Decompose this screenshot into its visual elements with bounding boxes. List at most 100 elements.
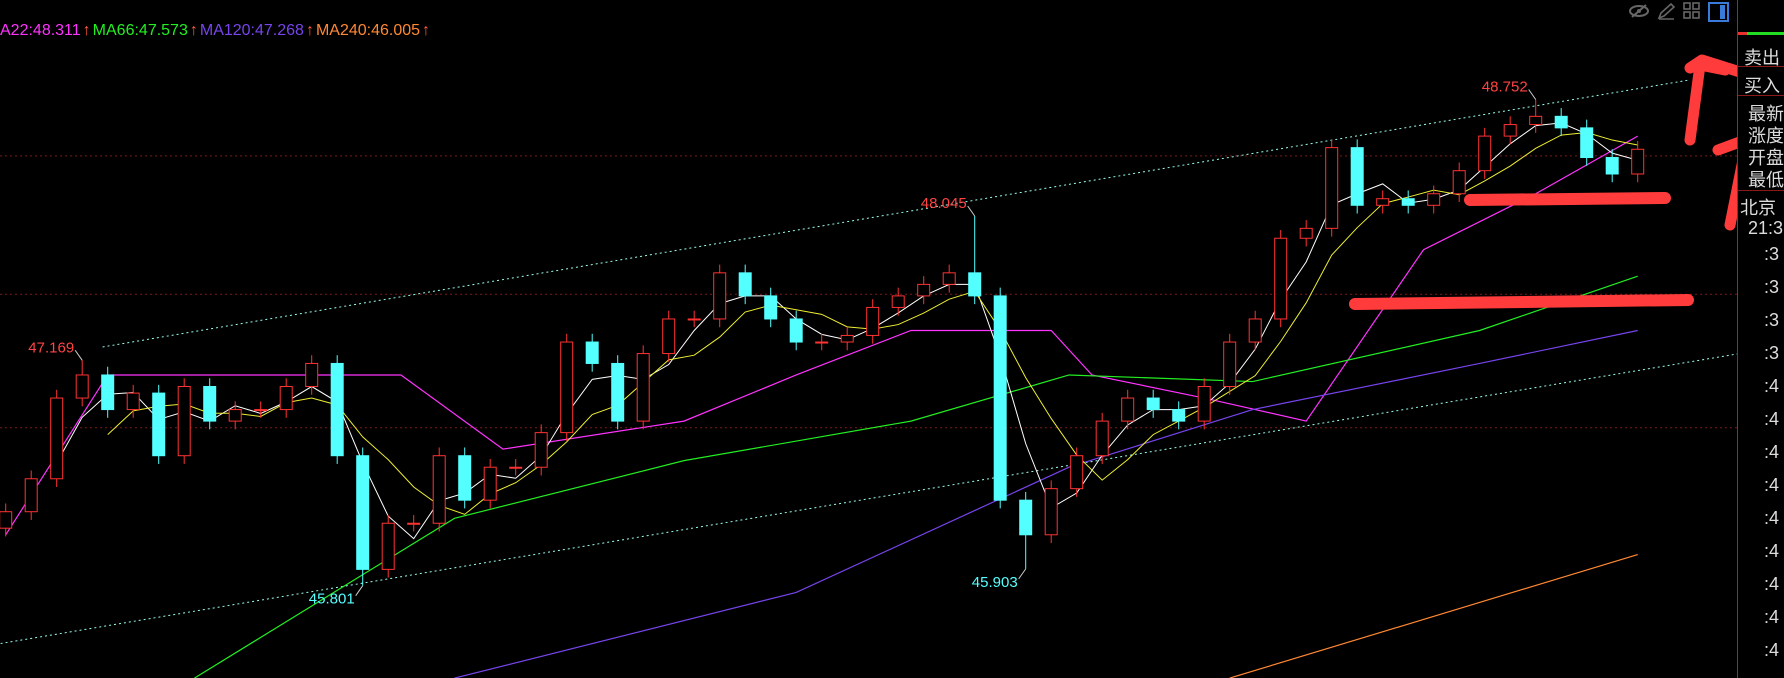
- candle-up: [917, 283, 931, 297]
- ma-line-ma120: [454, 329, 1638, 678]
- quote-row: 最低: [1748, 170, 1784, 190]
- candle-up: [560, 341, 574, 434]
- candle-down: [585, 341, 599, 364]
- tick-row: :4: [1764, 574, 1780, 594]
- tick-row: :4: [1764, 640, 1780, 660]
- tick-row: :3: [1764, 244, 1780, 264]
- candle-up: [534, 432, 548, 468]
- tick-row: :4: [1764, 541, 1780, 561]
- candle-up: [1478, 135, 1492, 172]
- channel-line: [102, 79, 1689, 348]
- candle-up: [75, 374, 89, 399]
- tick-row: :3: [1764, 277, 1780, 297]
- hand-drawn-arrow: [1684, 54, 1737, 146]
- pointer-arrow: [355, 585, 364, 596]
- pointer-arrow: [74, 350, 83, 361]
- candle-up: [840, 334, 854, 343]
- candle-up: [305, 362, 319, 388]
- candle-down: [1554, 115, 1568, 129]
- channel-line: [0, 353, 1737, 645]
- candle-down: [1401, 198, 1415, 206]
- candle-up: [1095, 420, 1109, 457]
- candle-up: [1503, 124, 1517, 137]
- candle-down: [101, 374, 115, 411]
- candle-up: [483, 466, 497, 501]
- tick-row: :4: [1764, 607, 1780, 627]
- hand-drawn-line: [1349, 294, 1694, 310]
- candle-up: [815, 341, 829, 344]
- candle-down: [738, 272, 752, 297]
- tick-row: :4: [1764, 376, 1780, 396]
- candle-down: [1580, 127, 1594, 159]
- tick-row: :4: [1764, 442, 1780, 462]
- quote-row: 开盘: [1748, 148, 1784, 168]
- candle-up: [866, 306, 880, 336]
- candle-up: [177, 386, 191, 457]
- candle-up: [891, 295, 905, 308]
- hand-drawn-line: [1464, 192, 1671, 206]
- candle-up: [50, 397, 64, 480]
- candle-up: [381, 522, 395, 570]
- legend-3: MA240:46.005: [315, 22, 421, 39]
- candle-down: [968, 272, 982, 297]
- candle-up: [1376, 198, 1390, 206]
- tick-row: :4: [1764, 409, 1780, 429]
- legend-1: MA66:47.573: [92, 22, 188, 39]
- hand-drawn-arrow: [1712, 137, 1737, 231]
- candlestick-chart[interactable]: 47.169 45.801 48.045 45.903 48.752: [0, 0, 1737, 678]
- ma-line-ma240: [1229, 553, 1638, 678]
- candle-down: [1605, 157, 1619, 175]
- ma-line-ma66: [194, 275, 1638, 678]
- candle-up: [1529, 115, 1543, 126]
- trend-arrow: ↑: [305, 22, 314, 39]
- candle-up: [1427, 193, 1441, 206]
- pointer-arrow: [1018, 568, 1027, 580]
- candle-up: [1452, 170, 1466, 195]
- candle-down: [611, 362, 625, 422]
- candle-up: [24, 478, 38, 513]
- panel-toggle-icon[interactable]: [1708, 2, 1730, 22]
- eye-slash-icon[interactable]: [1628, 2, 1650, 20]
- extreme-price-label: 48.752: [1482, 79, 1528, 96]
- ma-legend: A22:48.311 ↑ MA66:47.573 ↑ MA120:47.268 ↑ MA24…: [0, 22, 432, 40]
- candle-up: [662, 318, 676, 355]
- buy-label[interactable]: 买入: [1744, 76, 1780, 96]
- grid-icon[interactable]: [1682, 2, 1702, 20]
- candle-up: [1325, 147, 1339, 229]
- pointer-arrow: [967, 205, 976, 217]
- legend-0: A22:48.311: [0, 22, 81, 39]
- trend-arrow: ↑: [82, 22, 91, 39]
- candle-down: [152, 392, 166, 457]
- candle-up: [1044, 488, 1058, 536]
- candle-up: [687, 318, 701, 321]
- buy-ratio-bar: [1747, 32, 1784, 35]
- candle-up: [942, 272, 956, 285]
- candle-up: [1248, 318, 1262, 343]
- pencil-icon[interactable]: [1656, 2, 1676, 20]
- tick-row: :4: [1764, 475, 1780, 495]
- divider: [1738, 66, 1784, 67]
- legend-2: MA120:47.268: [199, 22, 304, 39]
- candle-up: [1223, 341, 1237, 388]
- quote-row: 涨度: [1748, 126, 1784, 146]
- candle-up: [1299, 227, 1313, 239]
- extreme-price-label: 45.801: [309, 591, 355, 608]
- candle-up: [228, 409, 242, 422]
- pointer-arrow: [1528, 89, 1537, 100]
- tick-row: :3: [1764, 310, 1780, 330]
- quote-row: 最新: [1748, 104, 1784, 124]
- candle-down: [993, 295, 1007, 501]
- time-zone-label: 北京: [1740, 198, 1776, 218]
- candle-up: [1274, 237, 1288, 320]
- candle-down: [1019, 499, 1033, 536]
- candle-up: [1197, 386, 1211, 422]
- tick-row: :3: [1764, 343, 1780, 363]
- trend-arrow: ↑: [422, 22, 431, 39]
- candle-up: [254, 409, 268, 412]
- candle-down: [1172, 409, 1186, 422]
- candle-down: [356, 455, 370, 570]
- sell-ratio-bar: [1738, 32, 1747, 35]
- sell-label[interactable]: 卖出: [1744, 48, 1780, 68]
- candle-up: [432, 455, 446, 524]
- candle-up: [279, 386, 293, 411]
